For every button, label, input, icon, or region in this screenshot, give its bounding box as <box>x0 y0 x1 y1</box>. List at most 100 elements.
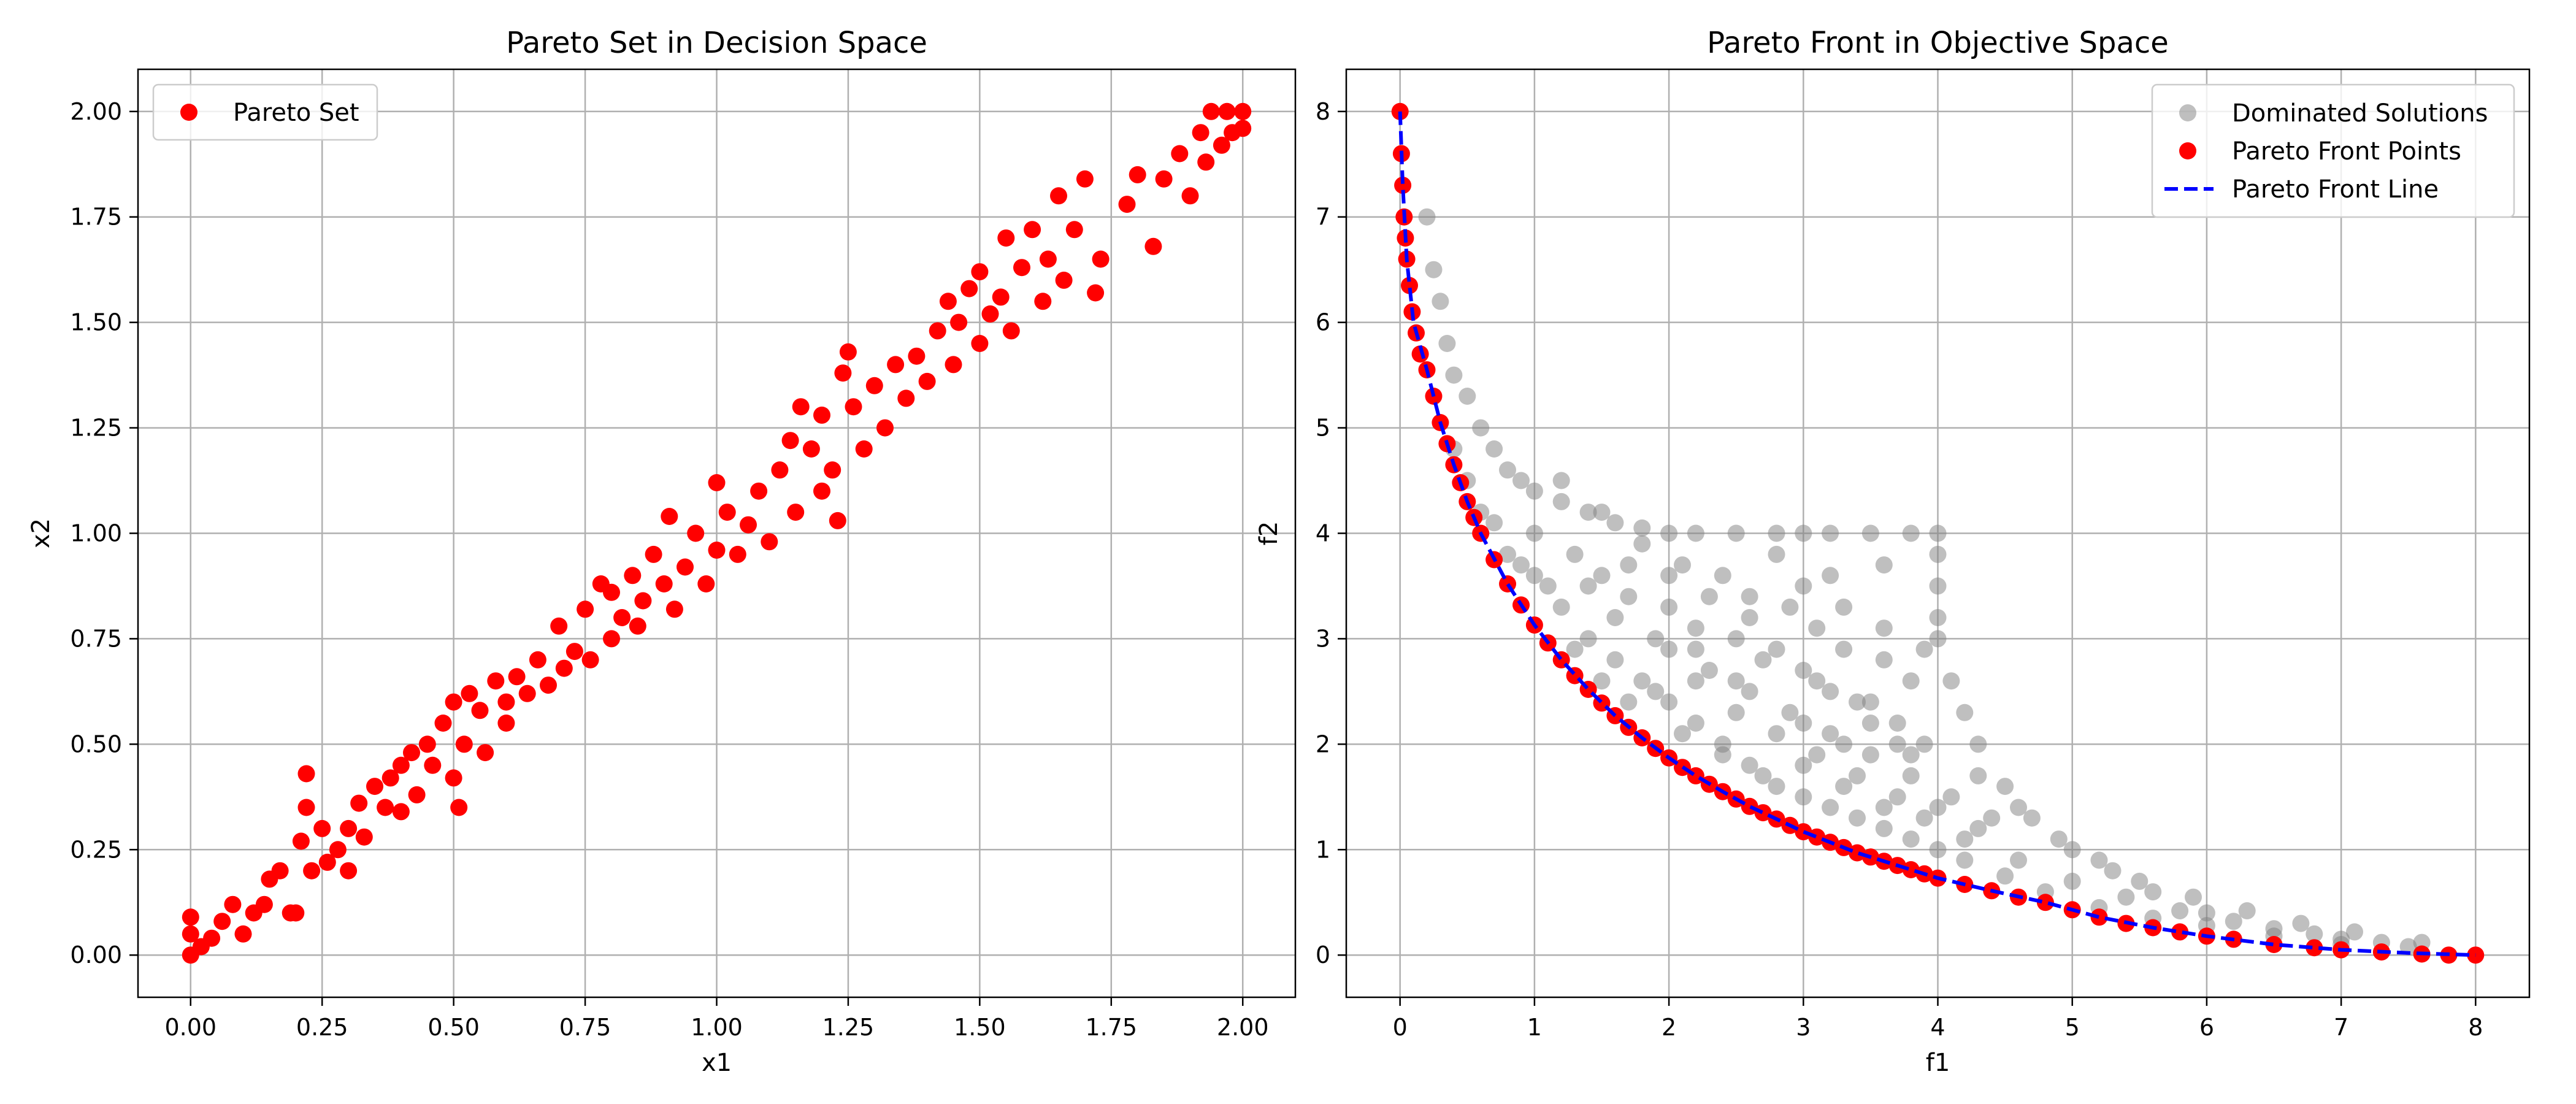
data-point <box>1929 545 1947 563</box>
data-point <box>1499 545 1516 563</box>
data-point <box>1795 823 1812 841</box>
data-point <box>1087 284 1105 302</box>
data-point <box>2238 902 2256 919</box>
data-point <box>329 841 347 859</box>
chart-objective-space: 0 1 2 3 4 5 6 7 8 0 1 2 3 4 5 6 7 8 Pareto Front in Object… <box>1255 26 2531 1077</box>
data-point <box>1633 535 1651 553</box>
legend-box <box>2151 83 2515 218</box>
data-point <box>497 715 515 732</box>
y-tick-label: 0.75 <box>70 625 122 652</box>
series-line <box>1398 111 2476 957</box>
data-point <box>1929 841 1947 859</box>
data-point <box>1795 715 1812 732</box>
data-point <box>1485 440 1503 458</box>
data-point <box>1218 102 1236 120</box>
y-tick-label: 4 <box>1316 520 1330 547</box>
data-point <box>1076 170 1094 188</box>
y-tick-label: 1.00 <box>70 520 122 547</box>
data-point <box>213 913 231 930</box>
data-point <box>1875 556 1893 574</box>
data-point <box>1861 746 1879 764</box>
data-point <box>1929 799 1947 816</box>
data-point <box>303 862 321 880</box>
data-point <box>2117 888 2135 906</box>
x-tick-label: 3 <box>1796 1014 1811 1041</box>
data-point <box>603 630 620 648</box>
data-point <box>1835 598 1853 616</box>
y-tick-label: 0.25 <box>70 836 122 863</box>
data-point <box>408 786 426 803</box>
x-tick-label: 2 <box>1662 1014 1676 1041</box>
data-point <box>1768 640 1785 658</box>
chart-title: Pareto Set in Decision Space <box>506 26 927 60</box>
data-point <box>1835 640 1853 658</box>
data-point <box>434 715 452 732</box>
data-point <box>1234 120 1252 137</box>
x-tick-label: 1.75 <box>1085 1014 1137 1041</box>
data-point <box>1929 524 1947 542</box>
y-tick-label: 0.50 <box>70 730 122 757</box>
data-point <box>1727 672 1745 690</box>
data-point <box>708 542 726 559</box>
data-point <box>355 828 373 846</box>
data-point <box>403 744 420 762</box>
data-point <box>887 356 905 374</box>
data-point <box>1754 804 1772 822</box>
data-point <box>1401 277 1418 294</box>
data-point <box>1714 746 1731 764</box>
data-point <box>1741 609 1758 626</box>
data-point <box>1956 703 1974 721</box>
data-point <box>2050 830 2068 848</box>
data-point <box>1741 588 1758 605</box>
data-point <box>1741 756 1758 774</box>
data-point <box>1034 293 1052 310</box>
data-point <box>2036 894 2054 911</box>
data-point <box>2131 872 2149 890</box>
data-point <box>1795 662 1812 679</box>
data-point <box>1996 867 2014 885</box>
x-tick-label: 4 <box>1930 1014 1945 1041</box>
data-point <box>445 769 462 787</box>
data-point <box>366 778 383 795</box>
data-point <box>645 545 662 563</box>
data-point <box>802 440 820 458</box>
data-point <box>697 575 715 592</box>
y-tick-label: 2.00 <box>70 98 122 125</box>
data-point <box>1660 640 1678 658</box>
data-point <box>845 398 862 416</box>
data-point <box>624 567 642 585</box>
data-point <box>1539 577 1557 595</box>
y-tick-label: 2 <box>1316 730 1330 757</box>
data-point <box>1606 514 1624 532</box>
data-point <box>1768 545 1785 563</box>
data-point <box>1660 598 1678 616</box>
data-point <box>1606 609 1624 626</box>
data-point <box>1234 102 1252 120</box>
data-point <box>318 853 336 871</box>
data-point <box>2198 904 2215 922</box>
data-point <box>1727 630 1745 648</box>
data-point <box>577 600 594 618</box>
data-point <box>729 545 746 563</box>
data-point <box>2010 799 2027 816</box>
y-tick-label: 1 <box>1316 836 1330 863</box>
x-tick-label: 1.50 <box>954 1014 1006 1041</box>
data-point <box>1942 788 1960 806</box>
data-point <box>1647 630 1665 648</box>
data-point <box>1849 809 1866 827</box>
data-point <box>740 516 757 534</box>
data-point <box>203 929 221 947</box>
data-point <box>1499 461 1516 479</box>
data-point <box>1795 788 1812 806</box>
data-point <box>655 575 673 592</box>
data-point <box>1902 767 1920 784</box>
data-point <box>718 504 736 521</box>
data-point <box>1687 640 1704 658</box>
x-axis-label: f1 <box>1926 1049 1950 1077</box>
legend: Dominated Solutions Pareto Front Points Pa… <box>2151 83 2515 218</box>
data-point <box>1525 524 1543 542</box>
data-point <box>1727 524 1745 542</box>
data-point <box>661 508 678 525</box>
data-point <box>340 819 358 837</box>
x-tick-label: 0.25 <box>296 1014 348 1041</box>
